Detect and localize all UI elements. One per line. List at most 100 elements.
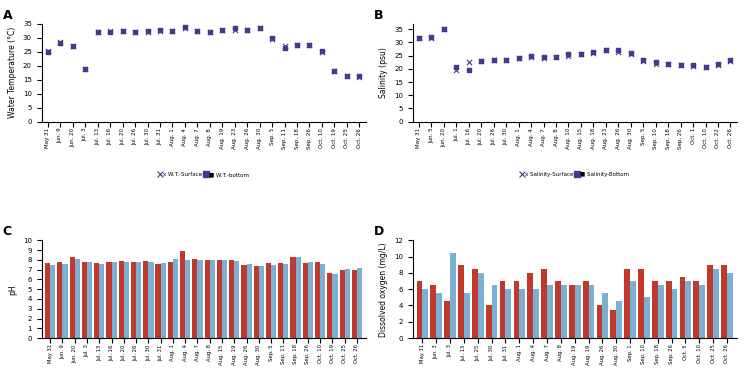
Bar — [222, 260, 227, 338]
Bar — [161, 263, 166, 338]
Point — [500, 57, 512, 63]
Bar — [533, 289, 539, 338]
Point — [142, 28, 153, 34]
Bar — [500, 281, 505, 338]
Point — [279, 43, 291, 49]
Point — [229, 26, 241, 32]
Point — [254, 25, 266, 31]
Bar — [148, 262, 153, 338]
Point — [675, 62, 687, 68]
Bar — [597, 305, 603, 338]
Legend: x Salinity-Surface, ■ Salinity-Bottom: x Salinity-Surface, ■ Salinity-Bottom — [518, 170, 632, 179]
Point — [488, 57, 500, 63]
Y-axis label: Dissolved oxygen (mg/L): Dissolved oxygen (mg/L) — [379, 242, 388, 336]
Point — [179, 24, 191, 30]
Bar — [156, 264, 161, 338]
Bar — [464, 293, 470, 338]
Bar — [57, 262, 63, 338]
Point — [637, 57, 649, 63]
Point — [675, 62, 687, 68]
Point — [104, 28, 116, 34]
Point — [488, 57, 500, 63]
Point — [425, 34, 437, 40]
Point — [303, 42, 315, 48]
Point — [166, 28, 178, 34]
Point — [353, 74, 365, 80]
Point — [129, 29, 141, 35]
Point — [650, 59, 662, 65]
Point — [316, 48, 328, 54]
Point — [117, 28, 129, 34]
Point — [303, 42, 315, 48]
Point — [463, 67, 475, 73]
Point — [316, 49, 328, 55]
Point — [191, 28, 203, 34]
Point — [687, 62, 699, 68]
Point — [562, 53, 574, 59]
Point — [341, 73, 353, 79]
Point — [712, 62, 724, 68]
Point — [229, 25, 241, 31]
Bar — [721, 265, 727, 338]
Bar — [50, 265, 55, 338]
Y-axis label: Salinity (psu): Salinity (psu) — [379, 47, 388, 98]
Point — [329, 68, 340, 74]
Point — [712, 60, 724, 66]
Point — [142, 29, 153, 35]
Point — [179, 25, 191, 31]
Point — [425, 35, 437, 41]
Bar — [352, 270, 357, 338]
Bar — [638, 269, 644, 338]
Bar — [217, 260, 222, 338]
Point — [550, 54, 562, 60]
Point — [513, 55, 524, 61]
Bar — [87, 262, 92, 338]
Point — [291, 42, 303, 48]
Bar — [444, 301, 450, 338]
Bar — [685, 281, 691, 338]
Point — [216, 26, 228, 32]
Point — [525, 53, 537, 59]
Bar — [332, 273, 337, 338]
Bar — [315, 262, 320, 338]
Point — [662, 60, 674, 66]
Bar — [283, 264, 288, 338]
Bar — [666, 281, 671, 338]
Point — [687, 63, 699, 69]
Bar — [547, 285, 553, 338]
Bar — [589, 285, 595, 338]
Point — [475, 58, 487, 64]
Bar — [180, 251, 186, 338]
Bar — [555, 281, 561, 338]
Point — [625, 51, 637, 57]
Point — [587, 50, 599, 56]
Point — [612, 47, 624, 53]
Bar — [700, 285, 705, 338]
Point — [724, 57, 736, 63]
Bar — [259, 266, 264, 338]
Point — [612, 48, 624, 54]
Point — [117, 28, 129, 34]
Bar — [450, 253, 456, 338]
Bar — [472, 269, 478, 338]
Point — [67, 43, 79, 49]
Bar — [118, 261, 124, 338]
Bar — [431, 285, 437, 338]
Point — [191, 28, 203, 34]
Point — [129, 29, 141, 35]
Point — [562, 51, 574, 57]
Bar — [136, 262, 142, 338]
Point — [550, 54, 562, 60]
Bar — [253, 266, 259, 338]
Bar — [234, 261, 239, 338]
Point — [279, 45, 291, 51]
Point — [166, 28, 178, 34]
Bar — [210, 260, 215, 338]
Bar — [99, 264, 104, 338]
Text: C: C — [3, 225, 12, 238]
Bar — [603, 293, 608, 338]
Bar — [124, 262, 129, 338]
Bar — [229, 260, 234, 338]
Point — [204, 29, 216, 35]
Bar — [186, 260, 190, 338]
